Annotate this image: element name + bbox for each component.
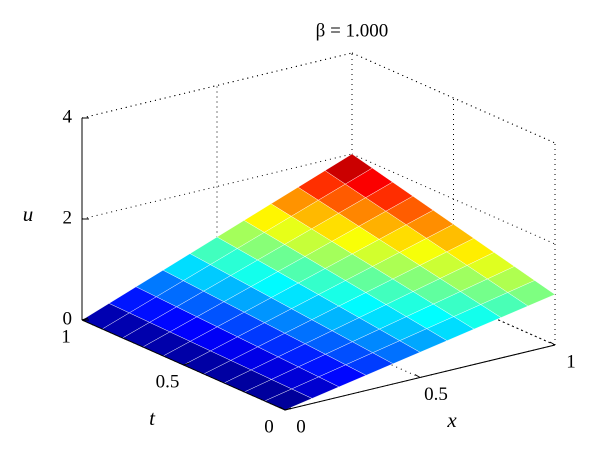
x-tick-label: 0.5 xyxy=(424,384,448,405)
t-tick xyxy=(183,362,190,366)
x-tick-label: 0 xyxy=(296,416,306,437)
y-tick-label: 0.5 xyxy=(156,371,180,392)
x-tick-label: 1 xyxy=(566,351,576,372)
x-tick xyxy=(279,406,286,411)
t-tick xyxy=(284,407,292,411)
chart-title: β = 1.000 xyxy=(316,20,389,41)
z-tick-label: 0 xyxy=(63,308,73,329)
z-tick-label: 4 xyxy=(63,106,73,127)
grid-line xyxy=(351,254,556,346)
z-tick-label: 2 xyxy=(63,207,73,228)
u-axis-label: u xyxy=(23,202,34,226)
y-tick-label: 1 xyxy=(61,326,71,347)
y-tick-label: 0 xyxy=(264,416,274,437)
grid-line xyxy=(351,153,556,245)
grid-line xyxy=(81,52,353,119)
t-axis-label: t xyxy=(149,406,156,430)
x-tick xyxy=(549,341,556,346)
x-axis-label: x xyxy=(446,408,457,432)
box-edge xyxy=(81,52,353,119)
x-tick xyxy=(414,374,421,378)
t-tick xyxy=(81,317,89,321)
grid-line xyxy=(351,52,556,144)
